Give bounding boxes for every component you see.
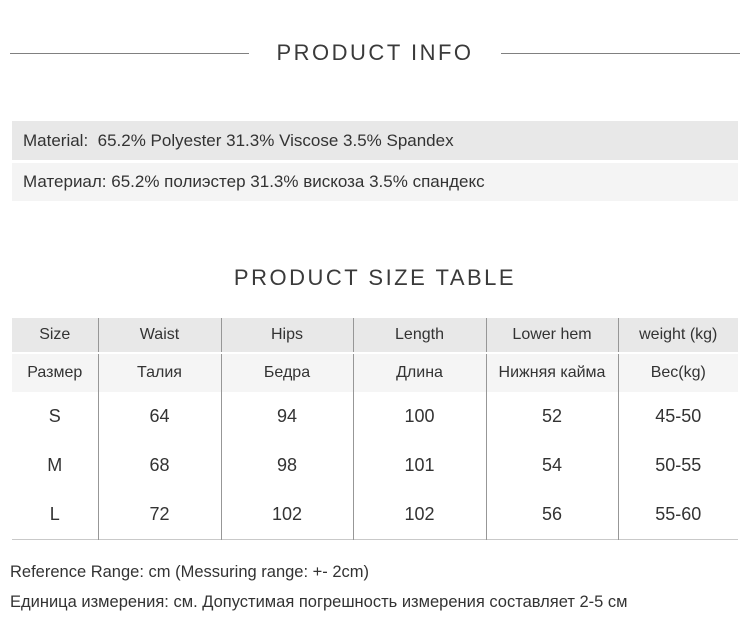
title-rule-right bbox=[500, 52, 741, 54]
size-table-body: S 64 94 100 52 45-50 M 68 98 101 54 50-55 L 72 102 102 5… bbox=[12, 392, 738, 539]
size-cell: M bbox=[12, 441, 98, 490]
size-cell: 45-50 bbox=[617, 392, 738, 441]
title-rule-left bbox=[10, 52, 250, 54]
footer-notes: Reference Range: cm (Messuring range: +-… bbox=[10, 557, 750, 617]
size-cell: 94 bbox=[220, 392, 353, 441]
column-header-ru: Размер bbox=[12, 353, 98, 392]
column-header-en: Waist bbox=[97, 318, 221, 354]
size-table-header-row-ru: Размер Талия Бедра Длина Нижняя кайма Вес(kg) bbox=[12, 353, 738, 392]
product-info-page: PRODUCT INFO Material: 65.2% Polyester 3… bbox=[0, 40, 750, 617]
size-cell: 100 bbox=[352, 392, 486, 441]
size-cell: S bbox=[12, 392, 98, 441]
size-cell: 101 bbox=[352, 441, 486, 490]
size-row: L 72 102 102 56 55-60 bbox=[12, 490, 738, 539]
size-cell: 64 bbox=[97, 392, 221, 441]
size-cell: 102 bbox=[220, 490, 353, 539]
size-cell: 52 bbox=[485, 392, 618, 441]
size-cell: 102 bbox=[352, 490, 486, 539]
material-section: Material: 65.2% Polyester 31.3% Viscose … bbox=[12, 121, 738, 201]
size-cell: L bbox=[12, 490, 98, 539]
reference-note-ru: Единица измерения: см. Допустимая погреш… bbox=[10, 592, 628, 611]
material-row-en: Material: 65.2% Polyester 31.3% Viscose … bbox=[12, 121, 738, 160]
size-table: Size Waist Hips Length Lower hem weight (kg) … bbox=[12, 318, 738, 540]
size-cell: 72 bbox=[97, 490, 221, 539]
column-header-en: weight (kg) bbox=[617, 318, 738, 354]
page-title-row: PRODUCT INFO bbox=[10, 40, 741, 66]
size-cell: 56 bbox=[485, 490, 618, 539]
size-row: S 64 94 100 52 45-50 bbox=[12, 392, 738, 441]
size-row: M 68 98 101 54 50-55 bbox=[12, 441, 738, 490]
reference-note-en: Reference Range: cm (Messuring range: +-… bbox=[10, 562, 370, 581]
size-table-header-row-en: Size Waist Hips Length Lower hem weight (kg) bbox=[12, 318, 738, 354]
column-header-en: Hips bbox=[220, 318, 353, 354]
column-header-ru: Бедра bbox=[220, 353, 353, 392]
size-cell: 54 bbox=[485, 441, 618, 490]
column-header-en: Length bbox=[352, 318, 486, 354]
column-header-ru: Талия bbox=[97, 353, 221, 392]
size-table-head: Size Waist Hips Length Lower hem weight (kg) … bbox=[12, 318, 738, 392]
material-row-ru: Материал: 65.2% полиэстер 31.3% вискоза … bbox=[12, 163, 738, 201]
size-cell: 68 bbox=[97, 441, 221, 490]
column-header-ru: Вес(kg) bbox=[617, 353, 738, 392]
size-cell: 98 bbox=[220, 441, 353, 490]
column-header-en: Lower hem bbox=[485, 318, 618, 354]
column-header-en: Size bbox=[12, 318, 98, 354]
size-cell: 55-60 bbox=[617, 490, 738, 539]
size-table-title: PRODUCT SIZE TABLE bbox=[233, 265, 517, 290]
page-title: PRODUCT INFO bbox=[276, 40, 474, 65]
size-cell: 50-55 bbox=[617, 441, 738, 490]
column-header-ru: Нижняя кайма bbox=[485, 353, 618, 392]
column-header-ru: Длина bbox=[352, 353, 486, 392]
